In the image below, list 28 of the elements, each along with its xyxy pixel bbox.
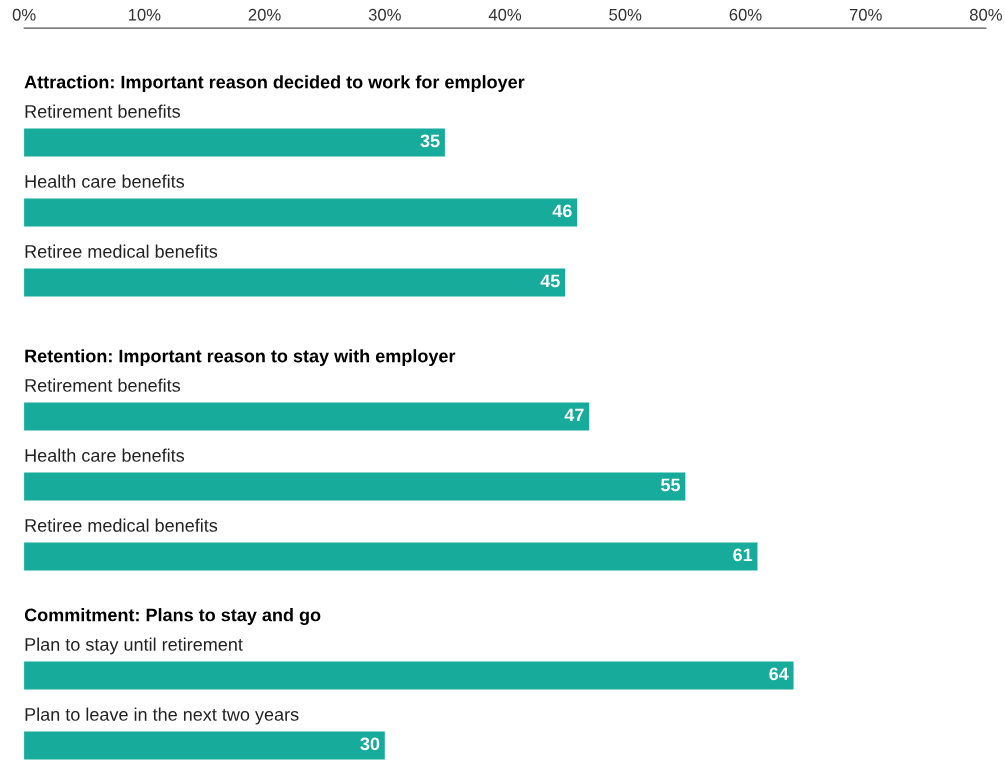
x-tick-label: 30% (368, 8, 401, 21)
x-tick-label: 80% (969, 8, 1002, 21)
chart-title: Retention: Important reason to stay with employer (25, 349, 456, 366)
category-label: Plan to leave in the next two years (25, 707, 299, 725)
x-tick-label: 60% (729, 8, 762, 21)
category-label: Health care benefits (25, 174, 185, 188)
data-label: 46 (552, 204, 572, 218)
x-tick-label: 10% (128, 8, 161, 21)
data-label: 30 (360, 737, 380, 751)
data-label: 47 (564, 408, 584, 422)
category-label: Plan to stay until retirement (25, 637, 243, 655)
chart-title: Attraction: Important reason decided to work for employer (24, 75, 525, 92)
data-label: 61 (733, 548, 753, 562)
category-label: Retiree medical benefits (25, 244, 218, 258)
category-label: Health care benefits (25, 448, 185, 462)
x-tick-label: 20% (248, 8, 281, 21)
x-tick-label: 70% (849, 8, 882, 21)
data-label: 35 (420, 134, 440, 148)
chart-title: Commitment: Plans to stay and go (24, 608, 321, 625)
x-tick-label: 40% (488, 8, 522, 21)
category-label: Retirement benefits (25, 378, 181, 392)
data-label: 45 (540, 274, 560, 288)
category-label: Retiree medical benefits (25, 518, 218, 532)
category-label: Retirement benefits (25, 104, 181, 118)
x-tick-label: 50% (609, 8, 642, 21)
data-label: 55 (661, 478, 681, 492)
data-label: 64 (769, 667, 789, 681)
x-tick-label: 0% (12, 8, 36, 21)
